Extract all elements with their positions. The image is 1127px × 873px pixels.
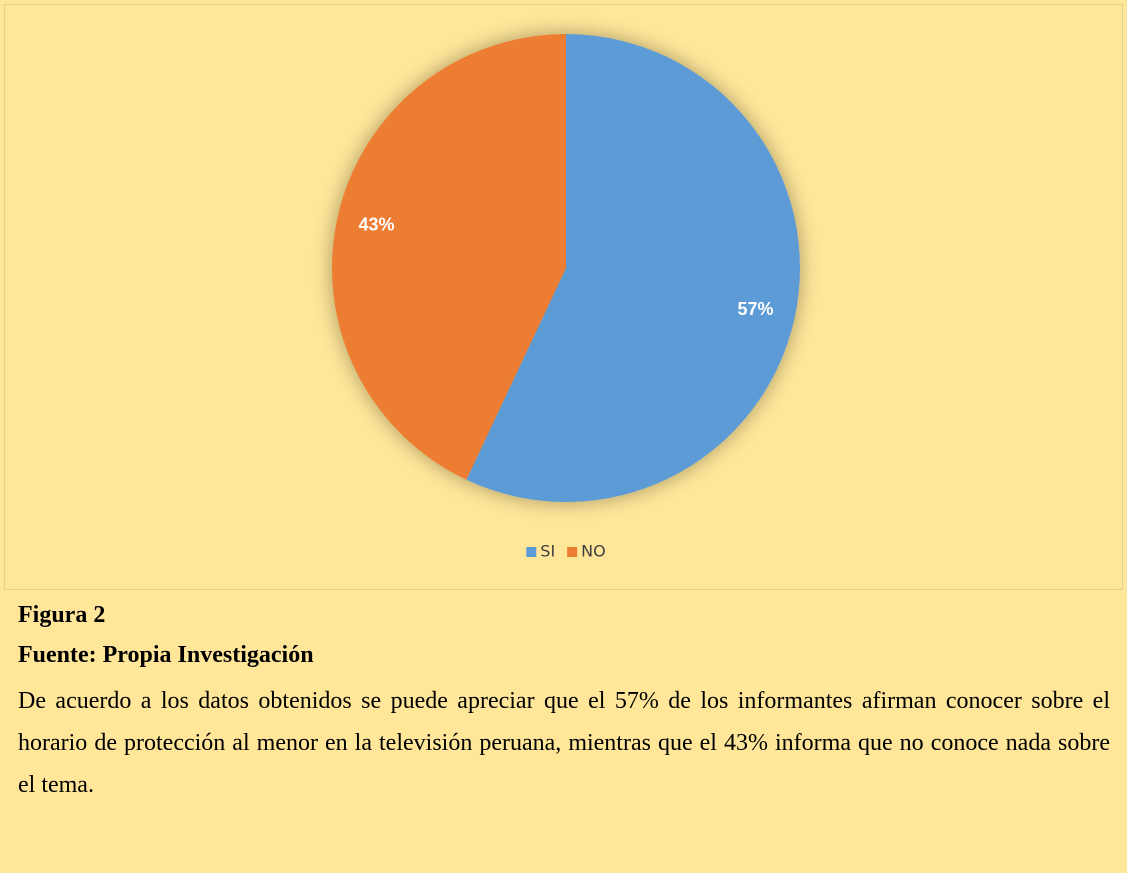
figure-label: Figura 2	[18, 602, 106, 628]
legend-swatch	[567, 547, 578, 557]
pie-slice	[466, 34, 801, 502]
paragraph: De acuerdo a los datos obtenidos se pued…	[18, 688, 1110, 798]
data-label: 57%	[738, 299, 774, 319]
pie	[332, 34, 801, 502]
pie-slice	[332, 34, 566, 480]
data-label: 43%	[358, 214, 394, 234]
chart: 57% 43% SI NO	[4, 4, 1123, 590]
legend-swatch	[526, 547, 537, 557]
source-label: Fuente: Propia Investigación	[18, 642, 314, 668]
legend-label: SI	[540, 542, 555, 561]
legend-label: NO	[581, 542, 606, 561]
